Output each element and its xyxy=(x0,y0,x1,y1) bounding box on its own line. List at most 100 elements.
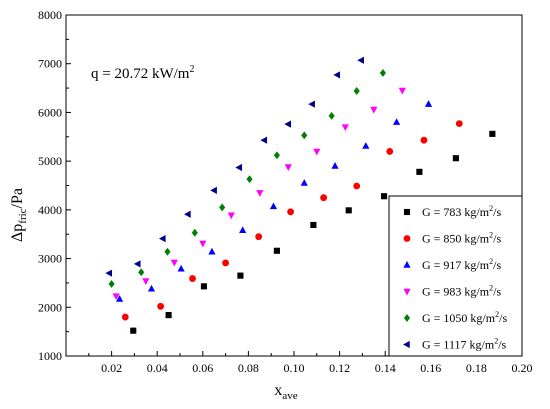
x-tick-label: 0.20 xyxy=(512,361,533,375)
y-tick-label: 1000 xyxy=(38,349,62,363)
data-point xyxy=(379,69,386,77)
legend-marker xyxy=(403,288,411,296)
data-point xyxy=(147,284,156,292)
x-tick-label: 0.08 xyxy=(238,361,259,375)
data-point xyxy=(301,131,308,140)
legend-label: G = 1050 kg/m2/s xyxy=(422,310,507,325)
data-point xyxy=(191,228,198,237)
data-point xyxy=(260,136,268,144)
data-point xyxy=(165,312,172,319)
data-point xyxy=(489,130,496,137)
data-point xyxy=(284,120,291,128)
x-tick-label: 0.10 xyxy=(284,361,305,375)
data-point xyxy=(200,283,207,290)
data-point xyxy=(273,151,280,160)
data-point xyxy=(341,124,349,132)
data-point xyxy=(320,194,328,202)
y-tick-label: 8000 xyxy=(38,8,62,22)
x-tick-label: 0.06 xyxy=(192,361,213,375)
data-point xyxy=(273,247,280,254)
data-point xyxy=(112,293,120,301)
data-point xyxy=(287,208,294,216)
legend-marker xyxy=(403,314,411,322)
data-point xyxy=(237,272,244,279)
data-point xyxy=(235,163,242,172)
data-point xyxy=(108,279,115,288)
legend-marker xyxy=(403,340,410,349)
legend-label: G = 1117 kg/m2/s xyxy=(422,337,507,352)
data-point xyxy=(133,260,141,268)
y-axis: 1000 2000 3000 4000 5000 6000 7000 8000 xyxy=(38,8,71,363)
data-point xyxy=(269,202,278,210)
y-tick-label: 4000 xyxy=(38,203,62,217)
legend-marker xyxy=(403,261,411,268)
x-tick-label: 0.16 xyxy=(420,361,441,375)
data-point xyxy=(420,136,428,144)
legend-marker xyxy=(403,208,411,216)
data-point xyxy=(300,179,308,186)
data-point xyxy=(452,155,459,162)
data-markers xyxy=(105,56,496,334)
x-tick-label: 0.04 xyxy=(147,361,168,375)
data-point xyxy=(210,186,217,194)
data-point xyxy=(386,147,394,155)
legend-marker xyxy=(403,235,411,242)
legend-label: G = 983 kg/m2/s xyxy=(422,284,501,299)
data-point xyxy=(308,100,315,108)
data-point xyxy=(357,56,364,64)
data-point xyxy=(164,247,171,256)
data-point xyxy=(416,168,423,175)
legend-label: G = 783 kg/m2/s xyxy=(422,204,501,219)
data-point xyxy=(227,212,235,220)
data-point xyxy=(370,106,378,114)
legend: G = 783 kg/m2/s G = 850 kg/m2/s G = 917 kg… xyxy=(388,195,523,357)
data-point xyxy=(398,87,406,95)
data-point xyxy=(199,240,207,248)
data-point xyxy=(310,221,317,229)
legend-label: G = 850 kg/m2/s xyxy=(422,231,501,246)
legend-label: G = 917 kg/m2/s xyxy=(422,257,501,272)
data-point xyxy=(345,207,352,214)
data-point xyxy=(353,182,361,190)
data-point xyxy=(115,295,124,302)
data-point xyxy=(157,302,165,310)
data-point xyxy=(393,118,401,125)
data-point xyxy=(138,268,145,277)
data-point xyxy=(121,313,129,321)
data-point xyxy=(424,100,433,107)
data-point xyxy=(170,259,178,267)
legend-box xyxy=(388,195,523,357)
y-tick-label: 2000 xyxy=(38,300,62,314)
data-point xyxy=(256,190,264,197)
data-point xyxy=(105,269,113,277)
data-point xyxy=(333,71,341,79)
data-point xyxy=(455,120,463,128)
data-point xyxy=(158,234,166,243)
data-point xyxy=(353,87,360,95)
data-point xyxy=(222,259,230,267)
data-point xyxy=(219,203,226,212)
data-point xyxy=(362,142,370,149)
y-tick-label: 7000 xyxy=(38,57,62,71)
y-axis-label: Δpfric/Pa xyxy=(9,188,29,242)
data-point xyxy=(255,233,263,241)
data-point xyxy=(189,275,196,282)
x-tick-label: 0.14 xyxy=(375,361,396,375)
x-tick-label: 0.12 xyxy=(329,361,350,375)
data-point xyxy=(331,162,339,169)
data-point xyxy=(239,226,247,234)
data-point xyxy=(313,148,321,156)
data-point xyxy=(130,327,137,334)
x-axis-label: xave xyxy=(274,382,297,402)
data-point xyxy=(328,111,335,120)
y-tick-label: 3000 xyxy=(38,252,62,266)
x-tick-label: 0.18 xyxy=(466,361,487,375)
y-tick-label: 6000 xyxy=(38,105,62,119)
data-point xyxy=(177,264,185,272)
y-tick-label: 5000 xyxy=(38,154,62,168)
heat-flux-annotation: q = 20.72 kW/m2 xyxy=(91,64,194,82)
data-point xyxy=(184,210,191,218)
data-point xyxy=(246,175,253,184)
data-point xyxy=(142,278,150,285)
